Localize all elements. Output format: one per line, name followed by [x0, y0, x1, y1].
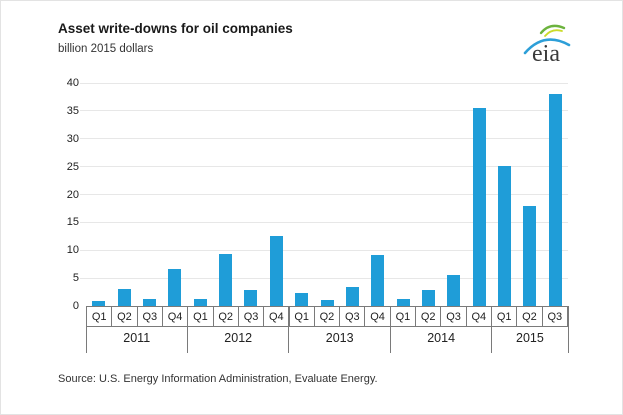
gridline-35 — [80, 110, 568, 112]
quarter-label-2013-q4: Q4 — [365, 307, 391, 326]
bar-2011-q4 — [168, 269, 182, 306]
y-tick-label-10: 10 — [66, 244, 79, 257]
gridline-15 — [80, 221, 568, 223]
quarter-label-2015-q3: Q3 — [547, 310, 563, 323]
x-axis-quarters: Q1 Q2 Q3 Q4 Q1 Q2 Q3 Q4 Q1 Q2 Q3 Q4 Q1 Q2 Q3 Q4 Q1 Q2 Q3 — [86, 306, 568, 327]
quarter-label-2014-q2: Q2 — [416, 307, 442, 326]
bar-2014-q3 — [447, 275, 461, 306]
bar-2011-q3 — [142, 298, 156, 306]
source-note: Source: U.S. Energy Information Administ… — [58, 373, 378, 385]
bar-2012-q1 — [193, 298, 207, 306]
gridline-25 — [80, 166, 568, 168]
eia-logo: eia — [519, 19, 575, 67]
bar-2012-q3 — [244, 290, 258, 306]
bar-2013-q4 — [371, 255, 385, 306]
chart-subtitle: billion 2015 dollars — [58, 43, 154, 55]
quarter-label-2013-q3: Q3 — [340, 307, 366, 326]
y-tick-label-35: 35 — [66, 104, 79, 117]
bar-2015-q3 — [548, 94, 562, 306]
year-separator — [389, 306, 391, 353]
y-tick-label-5: 5 — [72, 272, 79, 285]
y-tick-label-40: 40 — [66, 77, 79, 89]
year-separator — [85, 306, 87, 353]
bar-2013-q2 — [320, 299, 334, 306]
gridline-40 — [80, 82, 568, 84]
bar-2014-q1 — [396, 299, 410, 306]
plot-area — [80, 82, 568, 306]
bar-2011-q1 — [92, 300, 106, 306]
quarter-label-2013-q1: Q1 — [290, 307, 315, 326]
quarter-label-2014-q4: Q4 — [467, 307, 492, 326]
quarter-label-2011-q3: Q3 — [138, 307, 163, 326]
quarter-label-2011-q2: Q2 — [112, 307, 138, 326]
bar-2014-q4 — [472, 108, 486, 306]
quarter-label-2015-q1: Q1 — [492, 307, 518, 326]
bar-2015-q2 — [523, 205, 537, 306]
bar-2011-q2 — [117, 289, 131, 306]
quarter-label-2011-q1: Q1 — [87, 307, 113, 326]
y-tick-label-20: 20 — [66, 188, 79, 201]
bar-2012-q2 — [219, 253, 233, 306]
bar-2015-q1 — [498, 166, 512, 306]
logo-swoosh-green-icon — [539, 24, 566, 35]
bar-2013-q1 — [295, 293, 309, 306]
quarter-label-2012-q1: Q1 — [188, 307, 214, 326]
quarter-label-2015-q2: Q2 — [517, 307, 543, 326]
year-label-2014: 2014 — [427, 331, 456, 345]
y-tick-label-30: 30 — [66, 132, 79, 145]
year-label-2011: 2011 — [123, 331, 151, 345]
year-separator — [567, 306, 569, 353]
y-tick-label-25: 25 — [66, 160, 79, 173]
quarter-label-2012-q4: Q4 — [264, 307, 290, 326]
year-separator — [288, 306, 290, 353]
x-axis-years: 2011 2012 2013 2014 2015 — [86, 327, 568, 351]
year-separator — [491, 306, 493, 353]
y-tick-label-15: 15 — [66, 216, 79, 229]
gridline-30 — [80, 138, 568, 140]
bar-2014-q2 — [421, 290, 435, 306]
year-label-2012: 2012 — [224, 331, 253, 345]
bar-2013-q3 — [345, 287, 359, 306]
quarter-label-2012-q3: Q3 — [239, 307, 265, 326]
eia-logo-text: eia — [532, 41, 560, 67]
logo-swoosh-yellow-icon — [544, 29, 563, 37]
y-tick-label-0: 0 — [72, 300, 79, 312]
bar-2012-q4 — [269, 235, 283, 306]
quarter-label-2014-q1: Q1 — [391, 307, 417, 326]
year-separator — [186, 306, 188, 353]
year-label-2013: 2013 — [325, 331, 354, 345]
quarter-label-2013-q2: Q2 — [315, 307, 341, 326]
gridline-10 — [80, 249, 568, 251]
quarter-label-2014-q3: Q3 — [441, 307, 467, 326]
quarter-label-2011-q4: Q4 — [163, 307, 189, 326]
gridline-5 — [80, 277, 568, 279]
chart-title: Asset write-downs for oil companies — [58, 21, 293, 36]
gridline-20 — [80, 194, 568, 195]
year-label-2015: 2015 — [516, 331, 544, 345]
logo-swoosh-blue-icon — [523, 38, 571, 55]
quarter-label-2012-q2: Q2 — [214, 307, 239, 326]
